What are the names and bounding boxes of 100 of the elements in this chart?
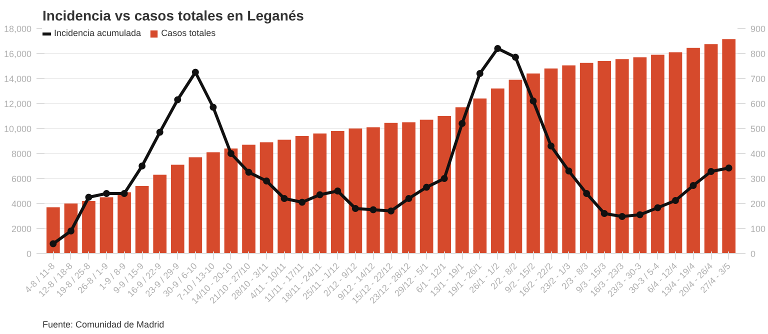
bar (438, 116, 452, 254)
point (334, 188, 342, 194)
point (85, 194, 92, 201)
y2-tick-label: 200 (750, 199, 766, 209)
y2-tick-label: 0 (750, 249, 756, 259)
y-tick-label: 14,000 (4, 74, 32, 84)
y2-tick-label: 800 (750, 49, 766, 59)
point (316, 191, 324, 198)
source-note: Fuente: Comunidad de Madrid (42, 320, 164, 330)
bar (348, 128, 362, 254)
y-tick-label: 4000 (11, 199, 32, 209)
y-tick-label: 18,000 (4, 24, 32, 34)
bar (82, 201, 96, 254)
point (352, 205, 359, 212)
point (476, 70, 484, 77)
point (280, 195, 288, 202)
point (690, 182, 697, 189)
y2-tick-label: 300 (750, 174, 766, 184)
point (423, 184, 430, 191)
point (50, 240, 57, 248)
bar (366, 127, 380, 254)
point (245, 168, 252, 176)
chart-title: Incidencia vs casos totales en Leganés (42, 8, 304, 24)
y-tick-label: 8000 (11, 149, 32, 159)
point (583, 190, 590, 197)
bar (544, 68, 558, 254)
point (725, 164, 732, 172)
point (103, 190, 110, 197)
point (565, 168, 572, 174)
bar (206, 152, 220, 254)
y-tick-label: 12,000 (4, 99, 32, 109)
bar (170, 164, 184, 254)
point (458, 120, 466, 127)
bar (562, 65, 576, 254)
point (298, 198, 306, 206)
point (440, 175, 448, 182)
point (156, 128, 164, 136)
point (618, 213, 626, 220)
legend-label: Casos totales (161, 28, 216, 38)
bar (224, 148, 238, 254)
y2-tick-label: 700 (750, 74, 766, 84)
point (600, 210, 608, 217)
bar (260, 142, 274, 254)
bar (313, 134, 327, 254)
y2-tick-label: 900 (750, 24, 766, 34)
point (263, 178, 270, 184)
bar (491, 88, 504, 254)
point (370, 206, 377, 214)
bar (153, 174, 167, 254)
bar (668, 52, 682, 254)
bar (100, 197, 114, 254)
point (210, 104, 217, 111)
y-tick-label: 16,000 (4, 49, 32, 59)
bar (598, 61, 612, 254)
bar (686, 48, 700, 254)
point (494, 45, 502, 52)
y2-tick-label: 400 (750, 149, 766, 159)
point (120, 190, 128, 197)
bar (473, 98, 487, 254)
y-tick-label: 6000 (11, 174, 32, 184)
bar (242, 144, 256, 254)
y2-tick-label: 500 (750, 124, 766, 134)
bar (402, 122, 416, 254)
bar (46, 207, 60, 254)
point (138, 162, 146, 170)
point (405, 195, 412, 202)
bar (580, 62, 594, 254)
bar (722, 39, 736, 254)
y-tick-label: 2000 (11, 224, 32, 234)
bar (633, 57, 647, 254)
point (654, 204, 662, 212)
point (67, 228, 74, 234)
point (708, 168, 715, 175)
y-tick-label: 10,000 (4, 124, 32, 134)
bar (188, 157, 202, 254)
bar (384, 122, 398, 254)
bar (278, 140, 291, 254)
bar (615, 59, 629, 254)
y-tick-label: 0 (26, 249, 32, 259)
point (174, 96, 182, 104)
y2-tick-label: 100 (750, 224, 766, 234)
bar (135, 186, 149, 254)
bar (704, 44, 718, 254)
point (192, 68, 199, 76)
bar (526, 74, 540, 254)
y2-tick-label: 600 (750, 99, 766, 109)
bar (455, 107, 469, 254)
bar (651, 54, 664, 254)
bar (420, 120, 434, 254)
point (548, 142, 555, 150)
point (227, 150, 234, 157)
point (388, 208, 394, 214)
point (636, 211, 644, 218)
legend-label: Incidencia acumulada (54, 28, 142, 38)
point (512, 54, 519, 61)
bar (330, 131, 344, 254)
bar (118, 192, 131, 254)
bar (295, 136, 309, 254)
point (530, 98, 537, 104)
point (672, 197, 679, 204)
